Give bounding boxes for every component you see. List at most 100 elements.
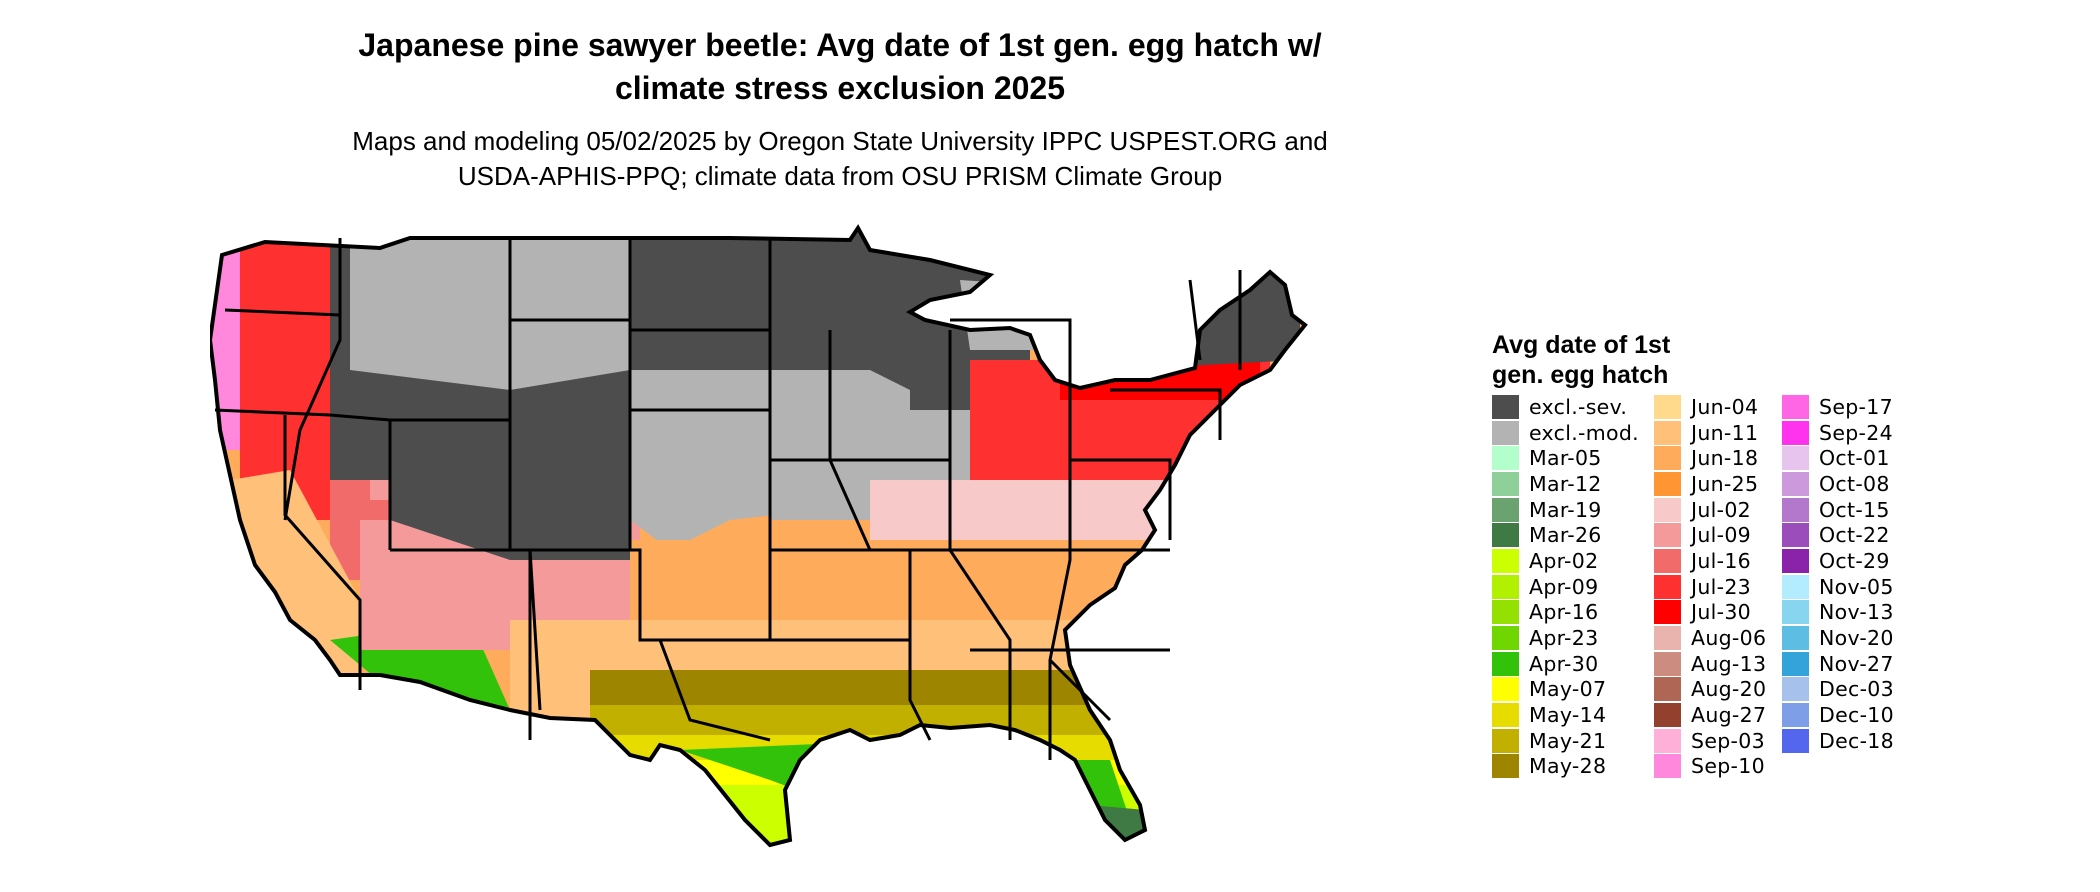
figure-subtitle: Maps and modeling 05/02/2025 by Oregon S… (250, 124, 1430, 194)
legend-item: Jul-23 (1654, 574, 1766, 600)
legend-item: Apr-16 (1492, 600, 1639, 626)
legend-swatch (1654, 420, 1681, 445)
legend-swatch (1654, 754, 1681, 779)
legend-item: Jun-11 (1654, 420, 1766, 446)
legend-label: May-14 (1529, 703, 1607, 728)
legend-swatch (1492, 651, 1519, 676)
legend-label: excl.-sev. (1529, 394, 1628, 419)
legend-label: Sep-17 (1819, 394, 1893, 419)
legend-item: excl.-mod. (1492, 420, 1639, 446)
legend: Avg date of 1st gen. egg hatch excl.-sev… (1492, 330, 2052, 800)
legend-item: Aug-20 (1654, 677, 1766, 703)
legend-swatch (1492, 548, 1519, 573)
legend-swatch (1654, 394, 1681, 419)
legend-label: Jun-04 (1691, 394, 1759, 419)
legend-item: Sep-24 (1782, 420, 1894, 446)
map-fill-layer (210, 228, 1305, 845)
legend-item: Nov-20 (1782, 625, 1894, 651)
legend-item: Dec-10 (1782, 702, 1894, 728)
legend-label: Jul-02 (1691, 497, 1752, 522)
legend-swatch (1782, 394, 1809, 419)
legend-swatch (1492, 754, 1519, 779)
legend-swatch (1492, 677, 1519, 702)
legend-label: Nov-05 (1819, 574, 1894, 599)
legend-item: May-21 (1492, 728, 1639, 754)
legend-swatch (1782, 703, 1809, 728)
legend-swatch (1654, 497, 1681, 522)
legend-label: Jun-25 (1691, 471, 1759, 496)
legend-label: Dec-18 (1819, 728, 1894, 753)
legend-label: May-28 (1529, 754, 1607, 779)
legend-item: Oct-01 (1782, 445, 1894, 471)
legend-column-1: excl.-sev. excl.-mod. Mar-05 Mar-12 Mar-19 Ma… (1492, 394, 1639, 779)
legend-label: Aug-27 (1691, 703, 1767, 728)
title-line-2: climate stress exclusion 2025 (614, 70, 1066, 106)
legend-label: Jun-11 (1691, 420, 1759, 445)
legend-item: May-28 (1492, 754, 1639, 780)
legend-label: Nov-13 (1819, 600, 1894, 625)
legend-label: May-07 (1529, 677, 1607, 702)
legend-item: Mar-19 (1492, 497, 1639, 523)
legend-swatch (1782, 523, 1809, 548)
legend-item: Nov-27 (1782, 651, 1894, 677)
legend-item: Nov-05 (1782, 574, 1894, 600)
legend-item: Apr-02 (1492, 548, 1639, 574)
legend-label: Oct-01 (1819, 446, 1890, 471)
legend-item: Sep-03 (1654, 728, 1766, 754)
legend-swatch (1782, 677, 1809, 702)
legend-swatch (1492, 497, 1519, 522)
legend-item: Oct-15 (1782, 497, 1894, 523)
legend-swatch (1782, 651, 1809, 676)
legend-label: Sep-03 (1691, 728, 1765, 753)
legend-item: Jul-09 (1654, 522, 1766, 548)
legend-label: Dec-03 (1819, 677, 1894, 702)
legend-swatch (1654, 677, 1681, 702)
us-map (210, 220, 1480, 890)
legend-item: Aug-13 (1654, 651, 1766, 677)
legend-label: Apr-30 (1529, 651, 1599, 676)
legend-label: Aug-06 (1691, 626, 1767, 651)
legend-label: Jul-16 (1691, 548, 1752, 573)
legend-swatch (1492, 471, 1519, 496)
legend-label: Aug-20 (1691, 677, 1767, 702)
legend-item: Jul-30 (1654, 600, 1766, 626)
legend-item: Jul-16 (1654, 548, 1766, 574)
legend-swatch (1782, 548, 1809, 573)
legend-item: Jun-18 (1654, 445, 1766, 471)
legend-item: Mar-12 (1492, 471, 1639, 497)
legend-swatch (1654, 471, 1681, 496)
legend-item: excl.-sev. (1492, 394, 1639, 420)
legend-item: Apr-23 (1492, 625, 1639, 651)
legend-label: Mar-19 (1529, 497, 1602, 522)
legend-label: May-21 (1529, 728, 1607, 753)
legend-label: Oct-08 (1819, 471, 1890, 496)
legend-swatch (1492, 523, 1519, 548)
legend-item: Aug-27 (1654, 702, 1766, 728)
legend-label: Dec-10 (1819, 703, 1894, 728)
legend-item: Aug-06 (1654, 625, 1766, 651)
legend-swatch (1492, 574, 1519, 599)
legend-swatch (1654, 600, 1681, 625)
legend-swatch (1782, 574, 1809, 599)
legend-swatch (1654, 548, 1681, 573)
subtitle-line-1: Maps and modeling 05/02/2025 by Oregon S… (352, 126, 1328, 156)
legend-item: Apr-09 (1492, 574, 1639, 600)
legend-item: Oct-22 (1782, 522, 1894, 548)
legend-swatch (1492, 703, 1519, 728)
legend-swatch (1492, 446, 1519, 471)
title-line-1: Japanese pine sawyer beetle: Avg date of… (358, 27, 1322, 63)
subtitle-line-2: USDA-APHIS-PPQ; climate data from OSU PR… (457, 161, 1223, 191)
legend-label: Oct-15 (1819, 497, 1890, 522)
legend-item: Dec-18 (1782, 728, 1894, 754)
legend-label: Jul-23 (1691, 574, 1752, 599)
legend-title-line-1: Avg date of 1st (1492, 331, 1671, 359)
legend-label: Aug-13 (1691, 651, 1767, 676)
legend-item: Oct-08 (1782, 471, 1894, 497)
legend-swatch (1782, 471, 1809, 496)
legend-item: Nov-13 (1782, 600, 1894, 626)
legend-item: Sep-17 (1782, 394, 1894, 420)
legend-label: Sep-24 (1819, 420, 1893, 445)
legend-item: May-07 (1492, 677, 1639, 703)
legend-swatch (1492, 600, 1519, 625)
